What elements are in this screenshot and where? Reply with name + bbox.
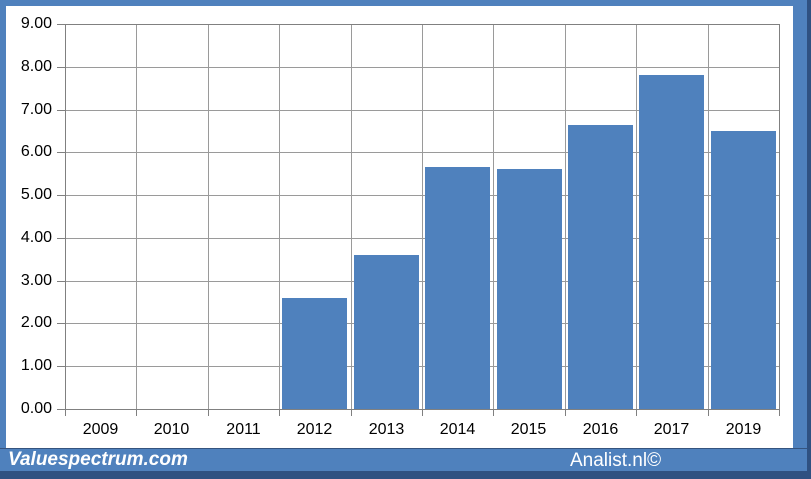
y-axis-tick [57,281,65,282]
x-axis-label-2019: 2019 [725,421,762,438]
x-gridline [351,25,352,409]
x-axis-label-2012: 2012 [296,421,333,438]
y-axis-tick [57,238,65,239]
y-axis-label: 4.00 [20,229,52,246]
x-axis-tick [493,410,494,416]
y-axis-label: 8.00 [20,58,52,75]
x-gridline [279,25,280,409]
bar-2012 [282,298,347,409]
x-axis-tick [565,410,566,416]
x-gridline [636,25,637,409]
y-axis-label: 0.00 [20,400,52,417]
footer-banner: Valuespectrum.com Analist.nl© [0,449,811,471]
x-axis-tick [708,410,709,416]
x-axis-label-2016: 2016 [582,421,619,438]
y-axis-label: 3.00 [20,272,52,289]
y-axis-label: 9.00 [20,15,52,32]
x-gridline [565,25,566,409]
analist-watermark: Analist.nl© [570,450,662,471]
x-gridline [708,25,709,409]
y-axis-tick [57,409,65,410]
x-axis-tick [351,410,352,416]
bar-2019 [711,131,776,409]
y-axis-label: 2.00 [20,314,52,331]
x-axis-tick [208,410,209,416]
footer-separator [0,448,811,449]
x-axis-tick [65,410,66,416]
y-axis-label: 1.00 [20,357,52,374]
x-gridline [422,25,423,409]
x-axis-tick [636,410,637,416]
y-axis-label: 5.00 [20,186,52,203]
frame-bottom-shadow [0,471,811,479]
x-axis-label-2017: 2017 [653,421,690,438]
y-axis-label: 6.00 [20,143,52,160]
y-axis-tick [57,152,65,153]
y-axis-label: 7.00 [20,101,52,118]
x-gridline [493,25,494,409]
y-axis-tick [57,24,65,25]
bar-2015 [497,169,562,409]
x-axis-tick [279,410,280,416]
x-gridline [136,25,137,409]
y-axis-tick [57,110,65,111]
y-axis-tick [57,366,65,367]
x-axis-tick [422,410,423,416]
x-axis-label-2010: 2010 [153,421,190,438]
x-axis-label-2009: 2009 [82,421,119,438]
x-axis-tick [779,410,780,416]
valuespectrum-watermark: Valuespectrum.com [8,449,188,470]
frame-right-shadow [807,0,811,479]
y-axis-tick [57,67,65,68]
x-axis-label-2013: 2013 [368,421,405,438]
bar-2014 [425,167,490,409]
bar-2016 [568,125,633,409]
x-axis-label-2015: 2015 [510,421,547,438]
bar-2017 [639,75,704,409]
x-axis-tick [136,410,137,416]
x-gridline [208,25,209,409]
x-axis-label-2014: 2014 [439,421,476,438]
bar-2013 [354,255,419,409]
y-axis-tick [57,195,65,196]
x-axis-label-2011: 2011 [226,421,261,438]
y-axis-tick [57,323,65,324]
